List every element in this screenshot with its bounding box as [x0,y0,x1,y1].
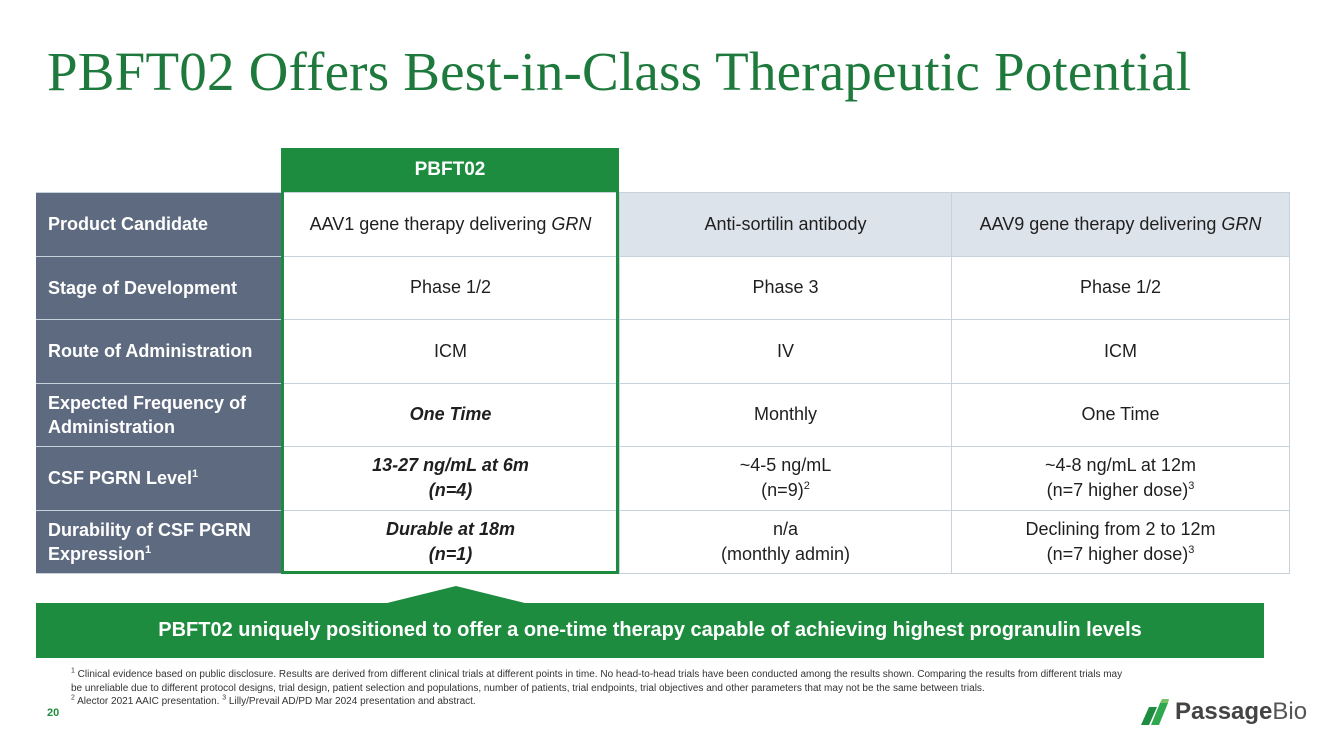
competitor1-cell: Anti-sortilin antibody [619,192,952,257]
row-label: Product Candidate [36,192,282,257]
passage-bio-logo-icon [1141,699,1169,725]
banner-pointer [383,586,529,604]
competitor1-cell: ~4-5 ng/mL (n=9)2 [619,446,952,511]
table-row: Product Candidate AAV1 gene therapy deli… [36,192,1290,257]
row-label: Durability of CSF PGRN Expression1 [36,509,282,574]
competitor1-cell: Phase 3 [619,255,952,320]
logo-wordmark: PassageBio [1175,698,1308,725]
table-row: Stage of Development Phase 1/2 Phase 3 P… [36,255,1290,320]
table-row: CSF PGRN Level1 13-27 ng/mL at 6m (n=4) ~… [36,446,1290,511]
passage-bio-logo: PassageBio [1139,697,1307,727]
comparison-table: Product Candidate AAV1 gene therapy deli… [36,192,1290,574]
pbft02-column-header: PBFT02 [281,148,619,192]
pbft02-cell: Durable at 18m (n=1) [281,509,620,574]
page-number: 20 [47,707,60,719]
footnote-1: 1 Clinical evidence based on public disc… [71,667,1123,694]
table-row: Expected Frequency of Administration One… [36,382,1290,447]
competitor2-cell: One Time [951,382,1290,447]
competitor2-cell: Phase 1/2 [951,255,1290,320]
table-row: Durability of CSF PGRN Expression1 Durab… [36,509,1290,574]
footnotes: 1 Clinical evidence based on public disc… [71,668,1131,709]
competitor2-cell: ~4-8 ng/mL at 12m (n=7 higher dose)3 [951,446,1290,511]
competitor2-cell: AAV9 gene therapy delivering GRN [951,192,1290,257]
competitor1-cell: Monthly [619,382,952,447]
pbft02-cell: AAV1 gene therapy delivering GRN [281,192,620,257]
conclusion-banner: PBFT02 uniquely positioned to offer a on… [36,603,1264,658]
row-label: Expected Frequency of Administration [36,382,282,447]
table-row: Route of Administration ICM IV ICM [36,319,1290,384]
competitor2-cell: ICM [951,319,1290,384]
row-label: CSF PGRN Level1 [36,446,282,511]
row-label: Route of Administration [36,319,282,384]
pbft02-cell: ICM [281,319,620,384]
pbft02-cell: Phase 1/2 [281,255,620,320]
competitor2-cell: Declining from 2 to 12m (n=7 higher dose)… [951,509,1290,574]
footnote-2-3: 2 Alector 2021 AAIC presentation. 3 Lill… [71,694,476,707]
pbft02-cell: One Time [281,382,620,447]
competitor1-cell: IV [619,319,952,384]
pbft02-cell: 13-27 ng/mL at 6m (n=4) [281,446,620,511]
row-label: Stage of Development [36,255,282,320]
competitor1-cell: n/a (monthly admin) [619,509,952,574]
slide-title: PBFT02 Offers Best-in-Class Therapeutic … [47,41,1192,102]
